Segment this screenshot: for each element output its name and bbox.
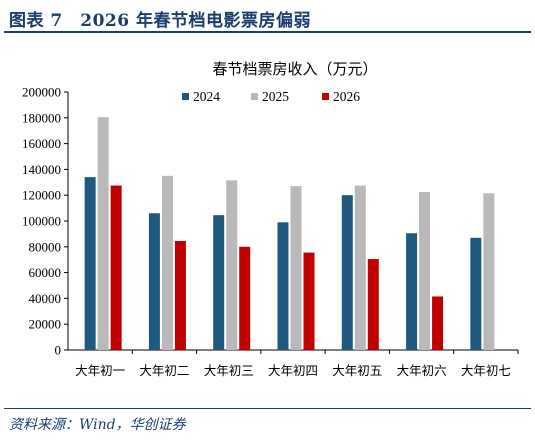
legend-label-2024: 2024 <box>193 89 220 104</box>
legend-label-2026: 2026 <box>333 89 360 104</box>
bar-2025-4 <box>290 186 302 350</box>
footer-rule <box>4 408 531 409</box>
x-category-label: 大年初四 <box>268 363 318 378</box>
y-tick-label: 20000 <box>29 317 62 332</box>
y-tick-label: 40000 <box>29 291 62 306</box>
x-category-label: 大年初三 <box>204 363 254 378</box>
bar-2026-1 <box>110 185 122 350</box>
legend-swatch-2026 <box>322 93 329 100</box>
header-rule <box>4 31 531 33</box>
figure-title: 图表 7 2026 年春节档电影票房偏弱 <box>9 11 311 31</box>
bar-2025-3 <box>226 180 238 350</box>
y-tick-label: 200000 <box>22 85 61 100</box>
y-tick-label: 0 <box>55 343 62 358</box>
y-tick-label: 80000 <box>29 239 62 254</box>
x-category-label: 大年初二 <box>139 363 189 378</box>
legend-swatch-2024 <box>182 93 189 100</box>
bar-2026-6 <box>432 296 444 350</box>
bar-2026-3 <box>239 246 251 350</box>
bar-2026-4 <box>303 252 315 350</box>
bar-2024-7 <box>470 237 482 350</box>
x-category-label: 大年初五 <box>332 363 382 378</box>
bar-2024-4 <box>277 222 289 350</box>
bar-chart: 春节档票房收入（万元） 2024 2025 2026 0 20000 40000 60000 8… <box>22 60 519 378</box>
y-tick-label: 120000 <box>22 188 61 203</box>
x-category-label: 大年初七 <box>461 363 511 378</box>
bar-2025-7 <box>483 193 495 350</box>
y-tick-label: 60000 <box>29 265 62 280</box>
bar-2026-5 <box>367 259 379 350</box>
y-tick-label: 160000 <box>22 136 61 151</box>
bar-2026-2 <box>174 240 186 350</box>
bar-2025-6 <box>419 191 431 350</box>
bar-2025-1 <box>97 117 109 350</box>
legend-label-2025: 2025 <box>262 89 289 104</box>
legend-swatch-2025 <box>251 93 258 100</box>
bar-2025-5 <box>354 185 366 350</box>
figure-source: 资料来源：Wind，华创证券 <box>9 417 186 433</box>
y-tick-label: 100000 <box>22 214 61 229</box>
bar-2025-2 <box>161 175 173 350</box>
y-tick-label: 180000 <box>22 110 61 125</box>
bar-2024-3 <box>213 215 225 350</box>
chart-title: 春节档票房收入（万元） <box>212 60 377 78</box>
bar-2024-5 <box>341 195 353 350</box>
y-tick-label: 140000 <box>22 162 61 177</box>
x-category-label: 大年初六 <box>397 363 447 378</box>
bar-2024-2 <box>148 213 160 350</box>
figure-header: 图表 7 2026 年春节档电影票房偏弱 <box>0 0 535 34</box>
x-category-label: 大年初一 <box>75 363 125 378</box>
bar-2024-6 <box>406 233 418 350</box>
bar-2024-1 <box>84 177 96 350</box>
